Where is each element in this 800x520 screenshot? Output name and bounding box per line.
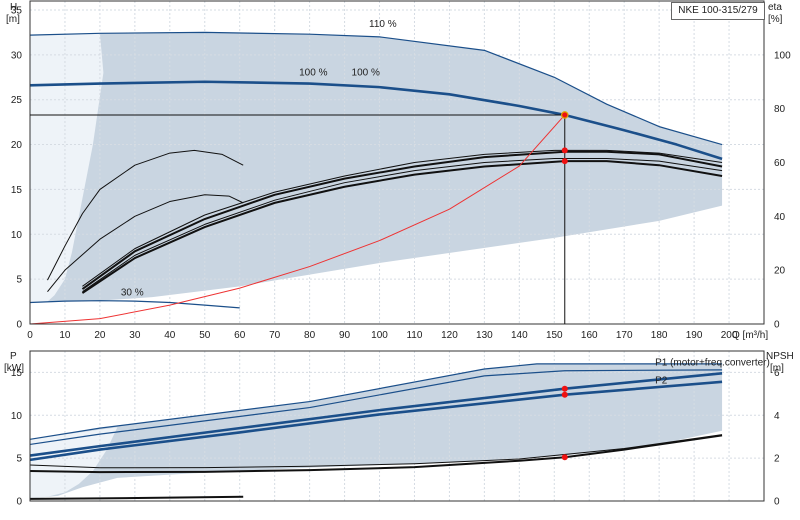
- x-tick-label: 150: [546, 330, 563, 340]
- x-tick-label: 130: [476, 330, 493, 340]
- lower-plot: 0 5 10 15 0 2 4 6 P1 (motor+freq.converter) P2 P[k…: [4, 350, 794, 508]
- series-upper-4: [47, 194, 244, 293]
- y2-tick-label: 2: [774, 454, 780, 465]
- y-tick-label: 5: [16, 275, 22, 286]
- y-tick-label: 10: [11, 411, 23, 422]
- plot-frame: [29, 350, 765, 502]
- y2-axis-label: eta: [768, 2, 782, 13]
- series-upper-1: [29, 80, 723, 161]
- series-upper-2: [29, 300, 240, 309]
- head-efficiency-chart: 0 5 10 15 20 25 30 35 0 20 40 60 80 100 0 10 20 30 40 50 60 7…: [6, 0, 791, 340]
- y2-tick-label: 4: [774, 411, 780, 422]
- y2-tick-label: 20: [774, 266, 786, 277]
- x-axis-label: Q [m³/h]: [732, 330, 768, 340]
- operating-envelope-light: [30, 33, 104, 303]
- npsh-axis-unit: [m]: [770, 363, 784, 374]
- y-axis-label: H: [10, 2, 17, 13]
- x-tick-label: 160: [581, 330, 598, 340]
- y2-tick-label: 80: [774, 104, 786, 115]
- series-lower-4: [29, 434, 723, 469]
- x-tick-label: 50: [199, 330, 211, 340]
- duty-point-power-2: [561, 454, 568, 461]
- x-tick-label: 0: [27, 330, 33, 340]
- y-axis-unit: [m]: [6, 14, 20, 25]
- p-axis-label: P: [10, 351, 17, 362]
- speed-annotation-0: 110 %: [369, 19, 397, 30]
- upper-plot: 0 5 10 15 20 25 30 35 0 20 40 60 80 100 0 10 20 30 40 50 60 7…: [6, 0, 791, 340]
- duty-point-eta-1: [561, 158, 568, 165]
- y-tick-label: 5: [16, 454, 22, 465]
- series-lower-1: [29, 369, 723, 446]
- y2-axis-unit: [%]: [768, 14, 783, 25]
- y-tick-label: 10: [11, 230, 23, 241]
- series-lower-6: [29, 495, 244, 500]
- npsh-axis-label: NPSH: [766, 351, 794, 362]
- x-tick-label: 20: [94, 330, 106, 340]
- series-lower-0: [29, 363, 723, 440]
- x-tick-label: 60: [234, 330, 246, 340]
- p-axis-unit: [kW]: [4, 363, 24, 374]
- y2-tick-label: 40: [774, 212, 786, 223]
- x-tick-label: 40: [164, 330, 176, 340]
- y-tick-label: 0: [16, 320, 22, 331]
- y-tick-label: 15: [11, 185, 23, 196]
- duty-point-eta-0: [561, 147, 568, 154]
- x-tick-label: 170: [616, 330, 633, 340]
- series-upper-5: [82, 149, 723, 287]
- x-tick-label: 10: [59, 330, 71, 340]
- x-tick-label: 80: [304, 330, 316, 340]
- y2-tick-label: 0: [774, 497, 780, 508]
- series-upper-6: [81, 150, 723, 290]
- speed-annotation-1: 100 %: [299, 67, 327, 78]
- duty-point-power-0: [561, 385, 568, 392]
- x-tick-label: 120: [441, 330, 458, 340]
- series-upper-9: [29, 114, 566, 325]
- series-upper-0: [29, 31, 723, 146]
- y-tick-label: 25: [11, 95, 23, 106]
- x-tick-label: 190: [686, 330, 703, 340]
- chart-title: NKE 100-315/279: [671, 2, 765, 20]
- y-tick-label: 15: [11, 368, 23, 379]
- x-tick-label: 140: [511, 330, 528, 340]
- series-upper-7: [82, 157, 723, 293]
- duty-point-head: [560, 111, 569, 119]
- x-tick-label: 200: [721, 330, 738, 340]
- x-tick-label: 70: [269, 330, 281, 340]
- plot-frame: [29, 0, 765, 325]
- x-tick-label: 100: [371, 330, 388, 340]
- y-tick-label: 30: [11, 50, 23, 61]
- series-label-0: P1 (motor+freq.converter): [655, 358, 770, 369]
- series-upper-8: [81, 160, 723, 294]
- operating-envelope-light: [30, 427, 118, 499]
- series-upper-3: [47, 149, 244, 281]
- y2-tick-label: 0: [774, 320, 780, 331]
- duty-point-power-1: [561, 391, 568, 398]
- speed-annotation-2: 100 %: [352, 67, 380, 78]
- series-lower-5: [29, 434, 723, 474]
- x-tick-label: 90: [339, 330, 351, 340]
- y-tick-label: 0: [16, 497, 22, 508]
- series-lower-3: [29, 380, 723, 462]
- series-label-1: P2: [655, 376, 668, 387]
- series-lower-2: [29, 371, 723, 457]
- speed-annotation-3: 30 %: [121, 287, 144, 298]
- y2-tick-label: 6: [774, 368, 780, 379]
- operating-envelope: [30, 363, 723, 499]
- y-tick-label: 20: [11, 140, 23, 151]
- x-tick-label: 180: [651, 330, 668, 340]
- x-tick-label: 110: [406, 330, 422, 340]
- x-tick-label: 30: [129, 330, 141, 340]
- y2-tick-label: 60: [774, 158, 786, 169]
- y2-tick-label: 100: [774, 50, 791, 61]
- y-tick-label: 35: [11, 5, 23, 16]
